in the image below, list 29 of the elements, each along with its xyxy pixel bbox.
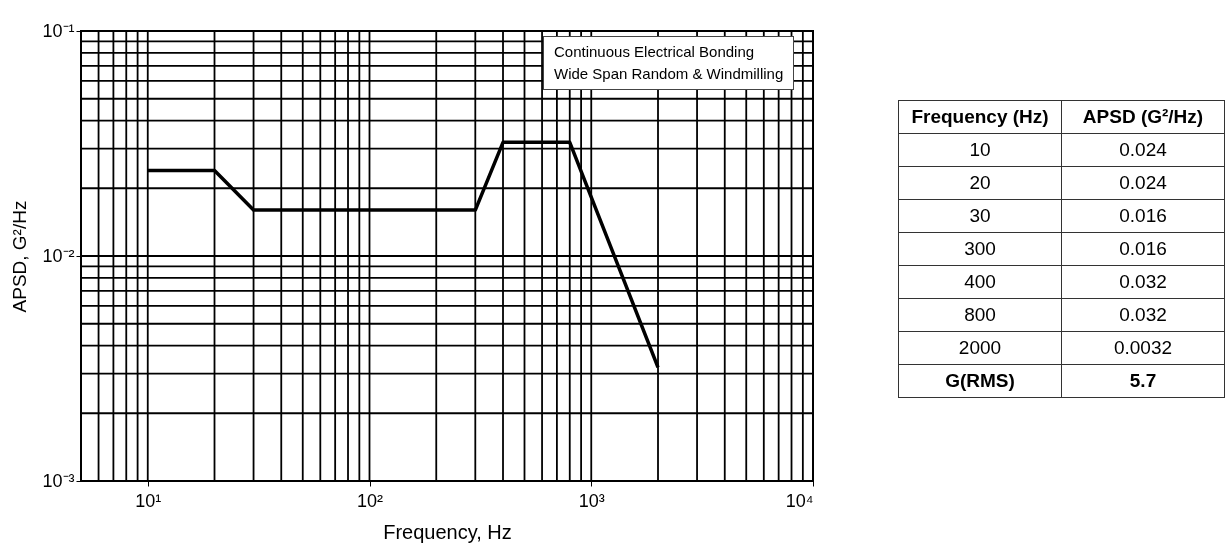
category-label: 20: [898, 166, 1062, 200]
data-label: 0.0032: [1061, 331, 1225, 365]
x-tick-label: 10¹: [135, 490, 162, 511]
data-label: 0.016: [1061, 199, 1225, 233]
category-label: 2000: [898, 331, 1062, 365]
y-tick-label: 10⁻²: [42, 245, 75, 266]
x-axis-title: Frequency, Hz: [383, 520, 512, 543]
y-axis-title: APSD, G²/Hz: [9, 200, 31, 313]
x-tick-label: 10³: [578, 490, 605, 511]
category-label: 30: [898, 199, 1062, 233]
annotation: Wide Span Random & Windmilling: [554, 64, 784, 84]
text: G(RMS): [898, 364, 1062, 398]
x-tick-label: 10²: [356, 490, 384, 511]
category-label: 400: [898, 265, 1062, 299]
text: Frequency (Hz): [898, 100, 1062, 134]
y-tick-label: 10⁻¹: [42, 20, 75, 41]
data-label: 0.032: [1061, 298, 1225, 332]
text: APSD (G²/Hz): [1061, 100, 1225, 134]
category-label: 10: [898, 133, 1062, 167]
category-label: 300: [898, 232, 1062, 266]
data-label: 0.016: [1061, 232, 1225, 266]
y-tick-label: 10⁻³: [42, 470, 75, 491]
annotation: Continuous Electrical Bonding: [554, 42, 756, 62]
category-label: 800: [898, 298, 1062, 332]
x-tick-label: 10⁴: [785, 490, 814, 511]
data-label: 0.024: [1061, 133, 1225, 167]
data-label: 0.024: [1061, 166, 1225, 200]
data-label: 0.032: [1061, 265, 1225, 299]
text: 5.7: [1061, 364, 1225, 398]
